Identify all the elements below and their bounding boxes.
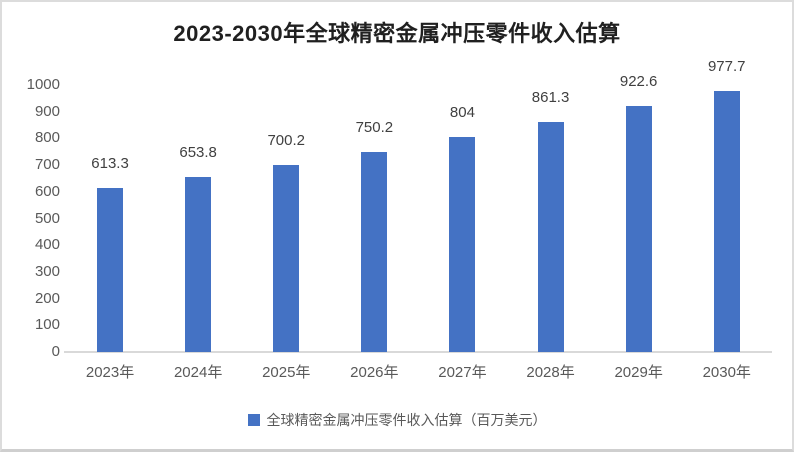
- y-axis-tick-label: 100: [34, 316, 60, 334]
- chart-title: 2023-2030年全球精密金属冲压零件收入估算: [173, 21, 621, 46]
- x-axis-tick-label: 2030年: [702, 364, 751, 381]
- bar: [713, 90, 740, 352]
- x-axis-tick-label: 2024年: [173, 364, 223, 381]
- y-axis-tick-label: 700: [34, 156, 60, 174]
- y-axis-tick-label: 1000: [26, 76, 60, 93]
- y-axis-tick-label: 0: [51, 343, 60, 360]
- x-axis-line: [64, 351, 772, 353]
- bar: [449, 137, 476, 352]
- bar-value-label: 613.3: [91, 155, 129, 173]
- bar-value-label: 922.6: [619, 72, 658, 90]
- y-axis-tick-label: 800: [34, 129, 60, 147]
- bar-value-label: 861.3: [531, 89, 570, 107]
- bar-value-label: 804: [449, 104, 475, 122]
- bar-value-label: 653.8: [179, 144, 217, 162]
- bar: [97, 188, 124, 352]
- legend: 全球精密金属冲压零件收入估算（百万美元）: [2, 410, 792, 430]
- x-axis-tick-label: 2027年: [438, 364, 487, 381]
- y-axis-tick-label: 400: [34, 236, 60, 254]
- bar-value-label: 700.2: [267, 132, 306, 150]
- bar: [625, 105, 652, 352]
- x-axis-tick-label: 2028年: [526, 364, 575, 381]
- y-axis-tick-label: 900: [34, 102, 60, 120]
- bar: [273, 165, 300, 352]
- bar-value-label: 977.7: [707, 57, 746, 75]
- x-axis-tick-label: 2026年: [350, 364, 399, 381]
- y-axis-tick-label: 200: [34, 289, 60, 307]
- x-axis-tick-label: 2029年: [614, 364, 663, 381]
- legend-label: 全球精密金属冲压零件收入估算（百万美元）: [266, 412, 547, 428]
- y-axis-tick-label: 500: [34, 209, 60, 227]
- bar: [537, 122, 564, 352]
- bar: [185, 177, 212, 352]
- legend-marker-icon: [247, 414, 260, 426]
- x-axis-tick-label: 2023年: [85, 364, 135, 381]
- bar: [361, 151, 388, 352]
- bar-value-label: 750.2: [355, 118, 394, 136]
- x-axis-tick-label: 2025年: [262, 364, 311, 381]
- y-axis-tick-label: 300: [34, 262, 60, 280]
- y-axis-tick-label: 600: [34, 182, 60, 200]
